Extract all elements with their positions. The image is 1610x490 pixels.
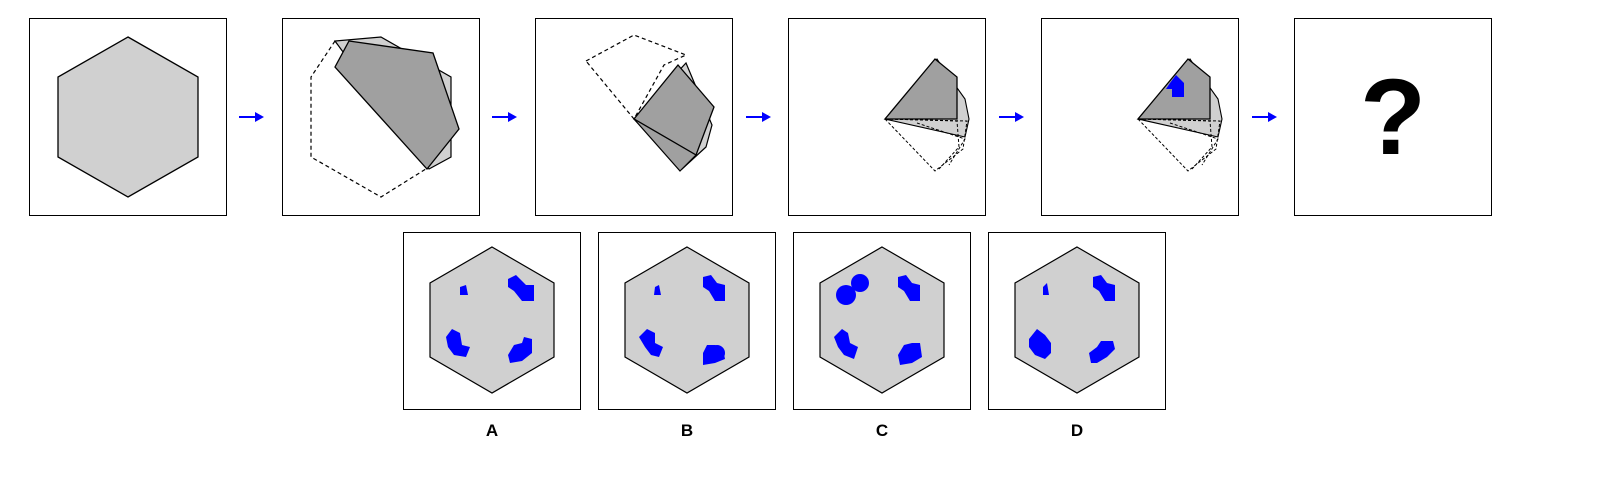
hole-mark — [1043, 283, 1049, 295]
option-c-figure — [819, 246, 945, 394]
option-c-panel[interactable] — [793, 232, 971, 410]
option-a-label[interactable]: A — [485, 421, 499, 440]
hole-mark — [1166, 75, 1184, 97]
option-b-label[interactable]: B — [680, 421, 694, 440]
hole-mark — [460, 285, 468, 295]
hole-mark — [898, 275, 920, 301]
step-panel-5 — [1041, 18, 1239, 216]
hole-mark — [834, 329, 858, 359]
step-panel-2 — [282, 18, 480, 216]
option-b-panel[interactable] — [598, 232, 776, 410]
right-arrow-icon — [999, 112, 1024, 122]
hole-mark — [654, 285, 661, 295]
hole-mark — [639, 329, 663, 357]
option-d-label[interactable]: D — [1070, 421, 1084, 440]
step-panel-3 — [535, 18, 733, 216]
option-b-figure — [624, 246, 750, 394]
step-panel-4 — [788, 18, 986, 216]
option-d-panel[interactable] — [988, 232, 1166, 410]
punched-figure — [1136, 58, 1223, 172]
question-panel: ? — [1294, 18, 1492, 216]
fold-1-figure — [310, 36, 460, 198]
right-arrow-icon — [492, 112, 517, 122]
option-a-panel[interactable] — [403, 232, 581, 410]
hole-mark — [1089, 341, 1115, 363]
fold-2-figure — [585, 34, 715, 172]
question-mark: ? — [1360, 56, 1426, 177]
hole-mark — [703, 275, 725, 301]
hexagon-figure — [57, 36, 199, 198]
hole-mark — [508, 337, 532, 363]
option-c-label[interactable]: C — [875, 421, 889, 440]
hole-mark — [446, 329, 470, 357]
option-a-figure — [429, 246, 555, 394]
option-d-figure — [1014, 246, 1140, 394]
hole-mark — [1093, 275, 1115, 301]
hole-mark — [1029, 329, 1051, 359]
fold-3-figure — [883, 58, 970, 172]
hole-mark — [898, 343, 922, 365]
hole-mark — [508, 275, 534, 301]
hole-mark — [851, 274, 869, 292]
right-arrow-icon — [1252, 112, 1277, 122]
hole-mark — [836, 285, 856, 305]
right-arrow-icon — [239, 112, 264, 122]
step-panel-1 — [29, 18, 227, 216]
right-arrow-icon — [746, 112, 771, 122]
